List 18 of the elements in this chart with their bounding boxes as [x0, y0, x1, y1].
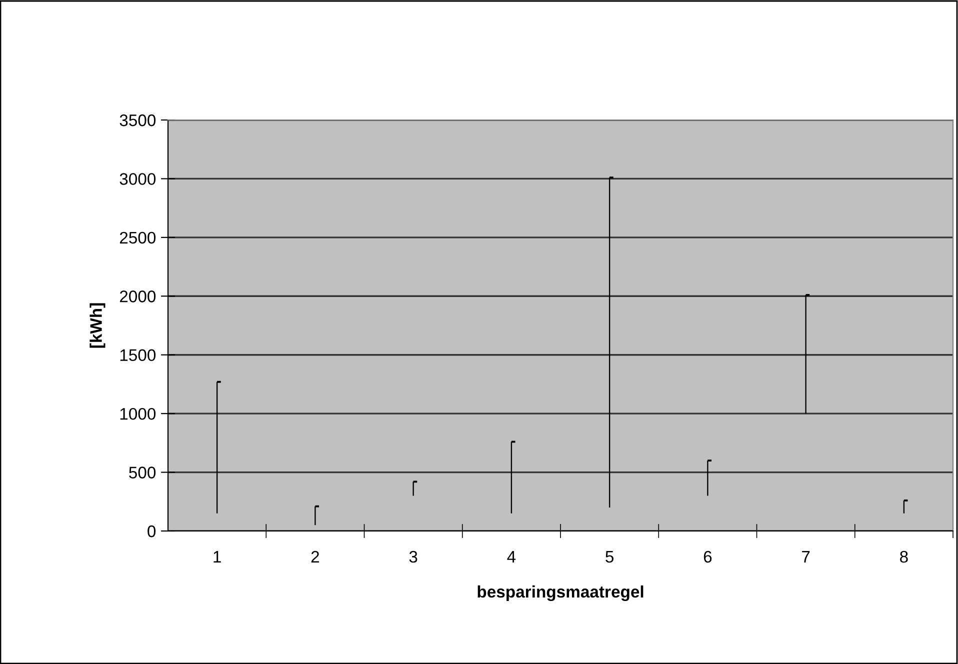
- y-tick-label: 500: [129, 466, 156, 478]
- x-tick-label: 8: [900, 550, 908, 563]
- x-tick-label: 5: [606, 551, 614, 563]
- x-tick-label: 4: [507, 551, 516, 563]
- y-tick-label: 2500: [120, 232, 156, 244]
- x-tick-label: 3: [409, 550, 418, 563]
- x-tick-label: 1: [214, 551, 221, 563]
- y-tick-label: 1500: [120, 349, 156, 362]
- y-axis-title: [kWh]: [90, 303, 106, 348]
- x-axis-title: besparingsmaatregel: [478, 585, 644, 602]
- x-tick-label: 7: [802, 551, 810, 563]
- y-tick-label: 1000: [120, 408, 156, 420]
- y-tick-label: 2000: [120, 290, 156, 302]
- y-tick-label: 3500: [120, 114, 156, 126]
- y-tick-label: 0: [148, 525, 156, 538]
- x-tick-label: 2: [311, 550, 319, 563]
- x-tick-label: 6: [704, 550, 712, 563]
- y-tick-label: 3000: [120, 173, 156, 185]
